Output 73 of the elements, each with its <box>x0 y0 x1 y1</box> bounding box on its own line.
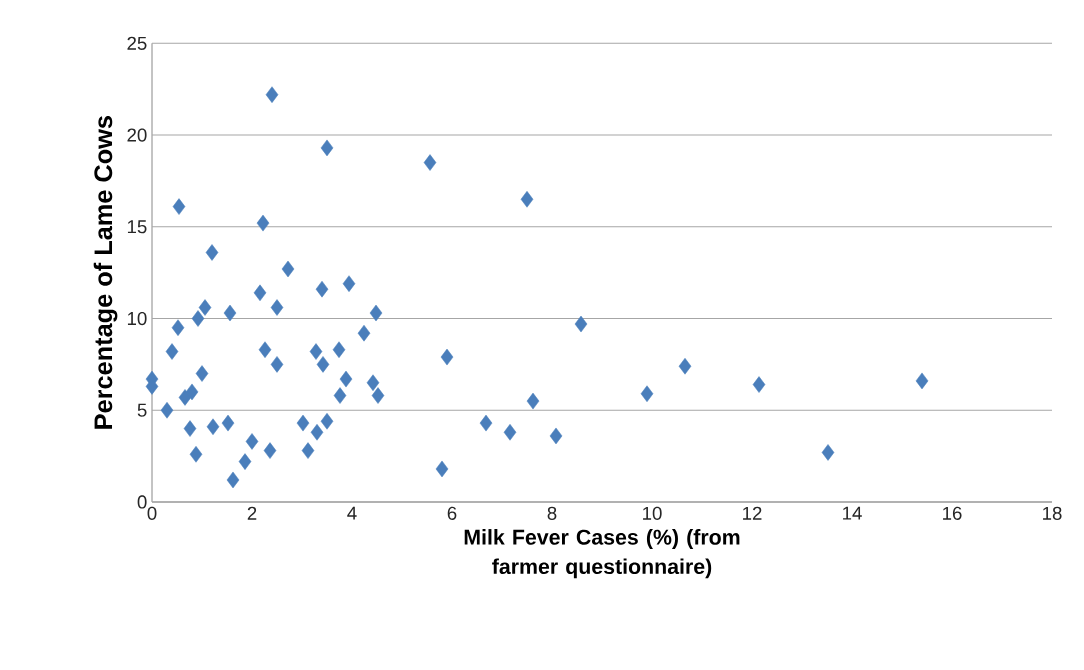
point <box>183 420 197 437</box>
point <box>320 412 334 430</box>
x-tick-label: 14 <box>843 506 862 520</box>
x-tick-label: 10 <box>643 506 662 520</box>
point <box>309 343 323 360</box>
point <box>238 453 252 470</box>
point <box>198 299 212 316</box>
point <box>333 387 347 404</box>
point <box>342 275 356 292</box>
point <box>574 315 588 333</box>
point <box>160 401 174 419</box>
point <box>369 304 383 322</box>
point <box>258 341 272 358</box>
x-tick-label: 0 <box>147 506 157 520</box>
point <box>371 387 385 404</box>
point <box>678 357 692 375</box>
point <box>332 341 346 358</box>
x-tick-label: 2 <box>247 506 257 520</box>
point <box>640 385 654 403</box>
x-axis-title: Milk Fever Cases (%) (from farmer questionnaire) <box>464 529 740 579</box>
y-tick-label: 0 <box>137 495 147 509</box>
point <box>316 356 330 373</box>
point <box>752 376 766 393</box>
point <box>366 374 380 391</box>
point <box>185 383 199 401</box>
point <box>357 324 371 342</box>
point <box>435 460 449 478</box>
point <box>315 280 329 298</box>
x-tick-label: 4 <box>347 506 357 520</box>
y-tick-label: 25 <box>127 36 147 50</box>
point <box>205 244 219 261</box>
point <box>423 154 437 171</box>
x-tick-label: 12 <box>743 506 762 520</box>
y-tick-label: 5 <box>137 403 147 417</box>
point <box>191 310 205 327</box>
point <box>479 414 493 432</box>
y-tick-label: 10 <box>127 311 147 326</box>
point <box>263 442 277 459</box>
point <box>265 86 279 103</box>
point <box>189 446 203 463</box>
point <box>296 414 310 432</box>
point <box>301 442 315 459</box>
y-tick-label: 15 <box>127 220 147 234</box>
point <box>320 139 334 157</box>
point <box>915 372 929 390</box>
point <box>310 424 324 441</box>
point <box>549 427 563 445</box>
point <box>165 343 179 360</box>
x-tick-label: 16 <box>943 506 962 520</box>
point <box>253 284 267 302</box>
point <box>339 370 353 388</box>
y-tick-label: 20 <box>127 128 147 142</box>
point <box>281 260 295 278</box>
point <box>221 414 235 432</box>
point <box>440 348 454 366</box>
point <box>520 191 534 208</box>
point <box>223 304 237 322</box>
point <box>195 365 209 382</box>
point <box>171 319 185 336</box>
point <box>270 299 284 316</box>
point <box>245 433 259 450</box>
point <box>503 424 517 441</box>
y-axis-title: Percentage of Lame Cows <box>93 116 118 429</box>
x-tick-label: 6 <box>447 506 457 520</box>
point <box>256 214 270 232</box>
point <box>821 444 835 461</box>
point <box>206 418 220 436</box>
point <box>526 392 540 410</box>
point <box>172 198 186 215</box>
point <box>270 356 284 373</box>
x-tick-label: 8 <box>547 506 557 520</box>
point <box>226 471 240 489</box>
x-tick-label: 18 <box>1043 506 1062 520</box>
